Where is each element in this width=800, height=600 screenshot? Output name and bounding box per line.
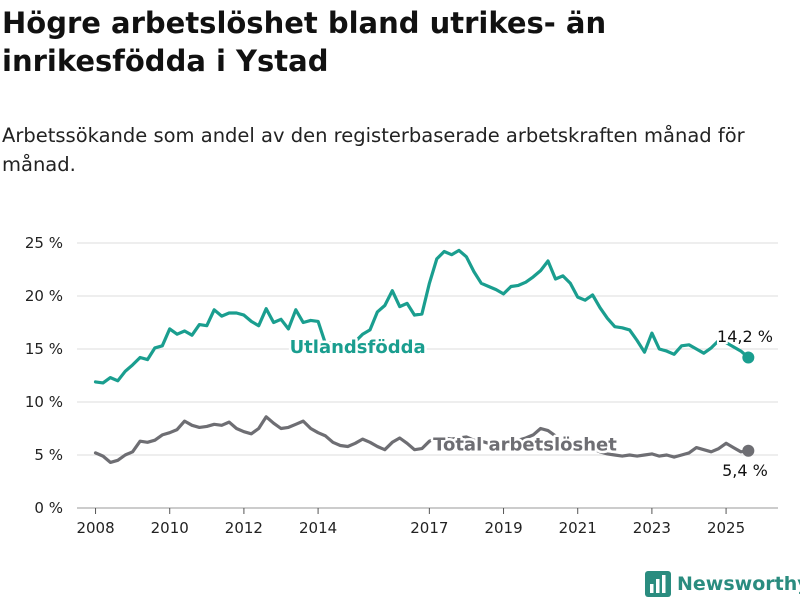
x-tick-label: 2025 bbox=[707, 519, 745, 537]
end-label-total: 5,4 % bbox=[722, 461, 768, 480]
y-tick-label: 10 % bbox=[25, 393, 63, 411]
x-tick-label: 2008 bbox=[76, 519, 114, 537]
brand-name: Newsworthy bbox=[677, 573, 800, 595]
brand-logo: Newsworthy bbox=[645, 570, 800, 598]
end-point-total bbox=[742, 444, 755, 457]
y-tick-label: 25 % bbox=[25, 234, 63, 252]
chart-title: Högre arbetslöshet bland utrikes- än inr… bbox=[2, 6, 607, 78]
end-point-utlandsfodda bbox=[742, 351, 755, 364]
x-tick-label: 2017 bbox=[410, 519, 448, 537]
x-tick-label: 2012 bbox=[225, 519, 263, 537]
series-label-total: Total arbetslöshet bbox=[433, 434, 617, 455]
x-tick-label: 2019 bbox=[484, 519, 522, 537]
y-tick-label: 5 % bbox=[34, 446, 63, 464]
series-line-utlandsfodda bbox=[93, 248, 750, 385]
x-tick-label: 2014 bbox=[299, 519, 337, 537]
series-line-total bbox=[93, 415, 750, 464]
x-tick-label: 2010 bbox=[151, 519, 189, 537]
series-label-utlandsfodda: Utlandsfödda bbox=[290, 337, 426, 358]
y-tick-label: 0 % bbox=[34, 499, 63, 517]
y-tick-label: 15 % bbox=[25, 340, 63, 358]
chart-subtitle: Arbetssökande som andel av den registerb… bbox=[2, 124, 745, 176]
y-tick-label: 20 % bbox=[25, 287, 63, 305]
bar-chart-logo-icon bbox=[645, 571, 671, 597]
x-tick-label: 2021 bbox=[559, 519, 597, 537]
end-label-utlandsfodda: 14,2 % bbox=[717, 327, 773, 346]
x-tick-label: 2023 bbox=[633, 519, 671, 537]
